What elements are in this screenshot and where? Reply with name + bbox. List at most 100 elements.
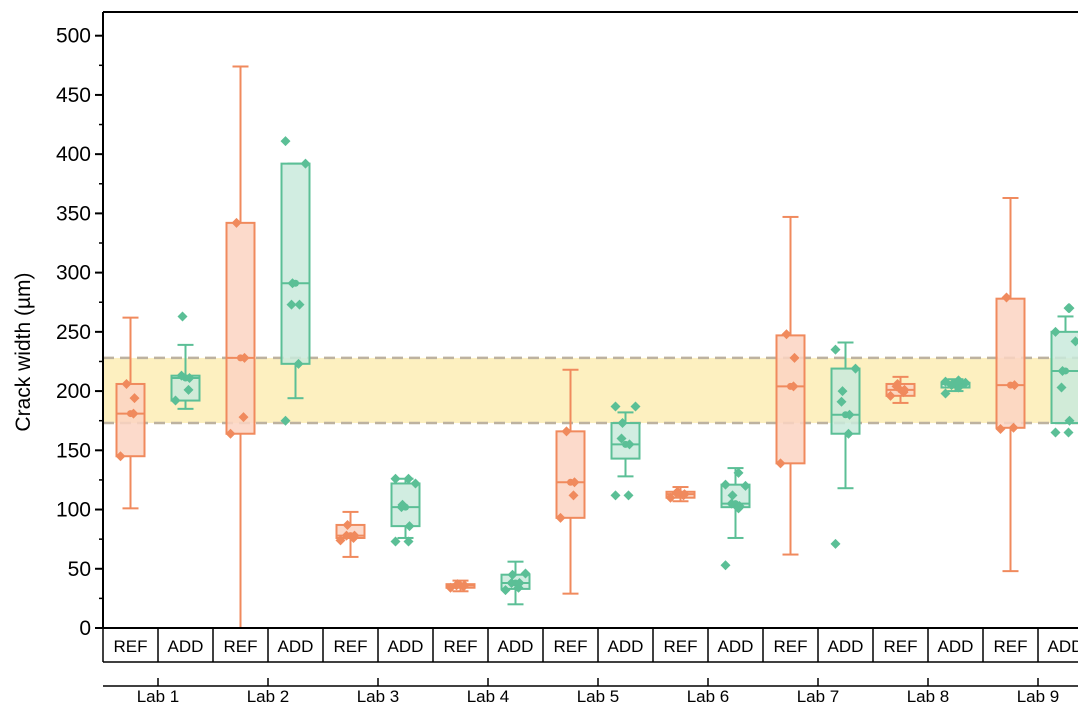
box-lab-5-ref — [555, 368, 586, 595]
category-label-add: ADD — [1048, 637, 1078, 656]
data-point — [1001, 292, 1012, 303]
box-iqr — [225, 221, 256, 435]
data-point — [404, 521, 415, 532]
category-label-add: ADD — [828, 637, 864, 656]
box-lab-1-ref — [115, 316, 146, 510]
data-point — [1057, 365, 1068, 376]
data-point — [568, 490, 579, 501]
box-lab-8-add — [940, 375, 971, 399]
data-point — [720, 560, 731, 571]
data-point — [953, 375, 964, 386]
y-tick-label: 0 — [79, 617, 91, 640]
box-lab-7-ref — [775, 215, 806, 556]
data-point — [1064, 415, 1075, 426]
data-point — [183, 384, 194, 395]
axes: 0 50 100 150 200 250 300 350 400 450 500 REF ADD Lab … — [56, 11, 1078, 706]
box-iqr — [115, 382, 146, 458]
box-iqr — [775, 334, 806, 465]
data-point — [885, 390, 896, 401]
data-point — [1009, 380, 1020, 391]
data-point — [561, 426, 572, 437]
group-label: Lab 1 — [137, 687, 180, 706]
data-point — [390, 473, 401, 484]
box-iqr — [555, 430, 586, 519]
data-point — [1063, 427, 1074, 438]
box-lab-6-add — [720, 467, 751, 571]
plot-inner — [103, 65, 1078, 628]
category-label-ref: REF — [994, 637, 1028, 656]
group-label: Lab 2 — [247, 687, 290, 706]
data-point — [1070, 336, 1078, 347]
y-tick-label: 450 — [56, 84, 91, 107]
data-point — [300, 158, 311, 169]
data-point — [459, 580, 470, 591]
data-point — [520, 568, 531, 579]
data-point — [121, 378, 132, 389]
y-tick-label: 400 — [56, 143, 91, 166]
box-iqr — [610, 422, 641, 460]
data-point — [335, 535, 346, 546]
category-label-add: ADD — [498, 637, 534, 656]
category-label-ref: REF — [664, 637, 698, 656]
data-point — [844, 409, 855, 420]
y-tick-label: 150 — [56, 439, 91, 462]
group-label: Lab 5 — [577, 687, 620, 706]
data-point — [1064, 303, 1075, 314]
data-point — [231, 217, 242, 228]
category-label-add: ADD — [168, 637, 204, 656]
plot-area — [103, 65, 1078, 628]
data-point — [555, 512, 566, 523]
data-point — [238, 412, 249, 423]
y-tick-label: 100 — [56, 499, 91, 522]
data-point — [836, 396, 847, 407]
data-point — [630, 401, 641, 412]
category-label-add: ADD — [608, 637, 644, 656]
data-point — [616, 433, 627, 444]
category-label-ref: REF — [554, 637, 588, 656]
data-point — [507, 569, 518, 580]
data-point — [403, 473, 414, 484]
box-lab-7-add — [830, 341, 861, 549]
data-point — [1008, 422, 1019, 433]
box-lab-2-ref — [225, 65, 256, 628]
category-label-ref: REF — [774, 637, 808, 656]
data-point — [850, 363, 861, 374]
data-point — [452, 579, 463, 590]
data-point — [514, 577, 525, 588]
category-label-add: ADD — [718, 637, 754, 656]
box-lab-9-ref — [995, 196, 1026, 573]
box-iqr — [1050, 330, 1078, 425]
group-label: Lab 9 — [1017, 687, 1060, 706]
box-iqr — [390, 482, 421, 528]
data-point — [341, 530, 352, 541]
data-point — [624, 439, 635, 450]
data-point — [672, 486, 683, 497]
data-point — [830, 538, 841, 549]
data-point — [775, 458, 786, 469]
category-label-ref: REF — [224, 637, 258, 656]
data-point — [733, 467, 744, 478]
data-point — [287, 278, 298, 289]
data-point — [280, 136, 291, 147]
data-point — [569, 477, 580, 488]
box-lab-8-ref — [885, 375, 916, 404]
category-label-ref: REF — [114, 637, 148, 656]
data-point — [781, 329, 792, 340]
data-point — [506, 577, 517, 588]
data-point — [734, 500, 745, 511]
data-point — [843, 428, 854, 439]
data-point — [177, 311, 188, 322]
group-label: Lab 6 — [687, 687, 730, 706]
box-lab-9-add — [1050, 303, 1078, 438]
box-lab-4-add — [500, 560, 531, 606]
category-label-add: ADD — [278, 637, 314, 656]
data-point — [899, 384, 910, 395]
data-point — [727, 490, 738, 501]
y-tick-label: 500 — [56, 25, 91, 48]
data-point — [115, 451, 126, 462]
data-point — [665, 492, 676, 503]
data-point — [788, 381, 799, 392]
data-point — [129, 393, 140, 404]
data-point — [128, 408, 139, 419]
data-point — [617, 418, 628, 429]
